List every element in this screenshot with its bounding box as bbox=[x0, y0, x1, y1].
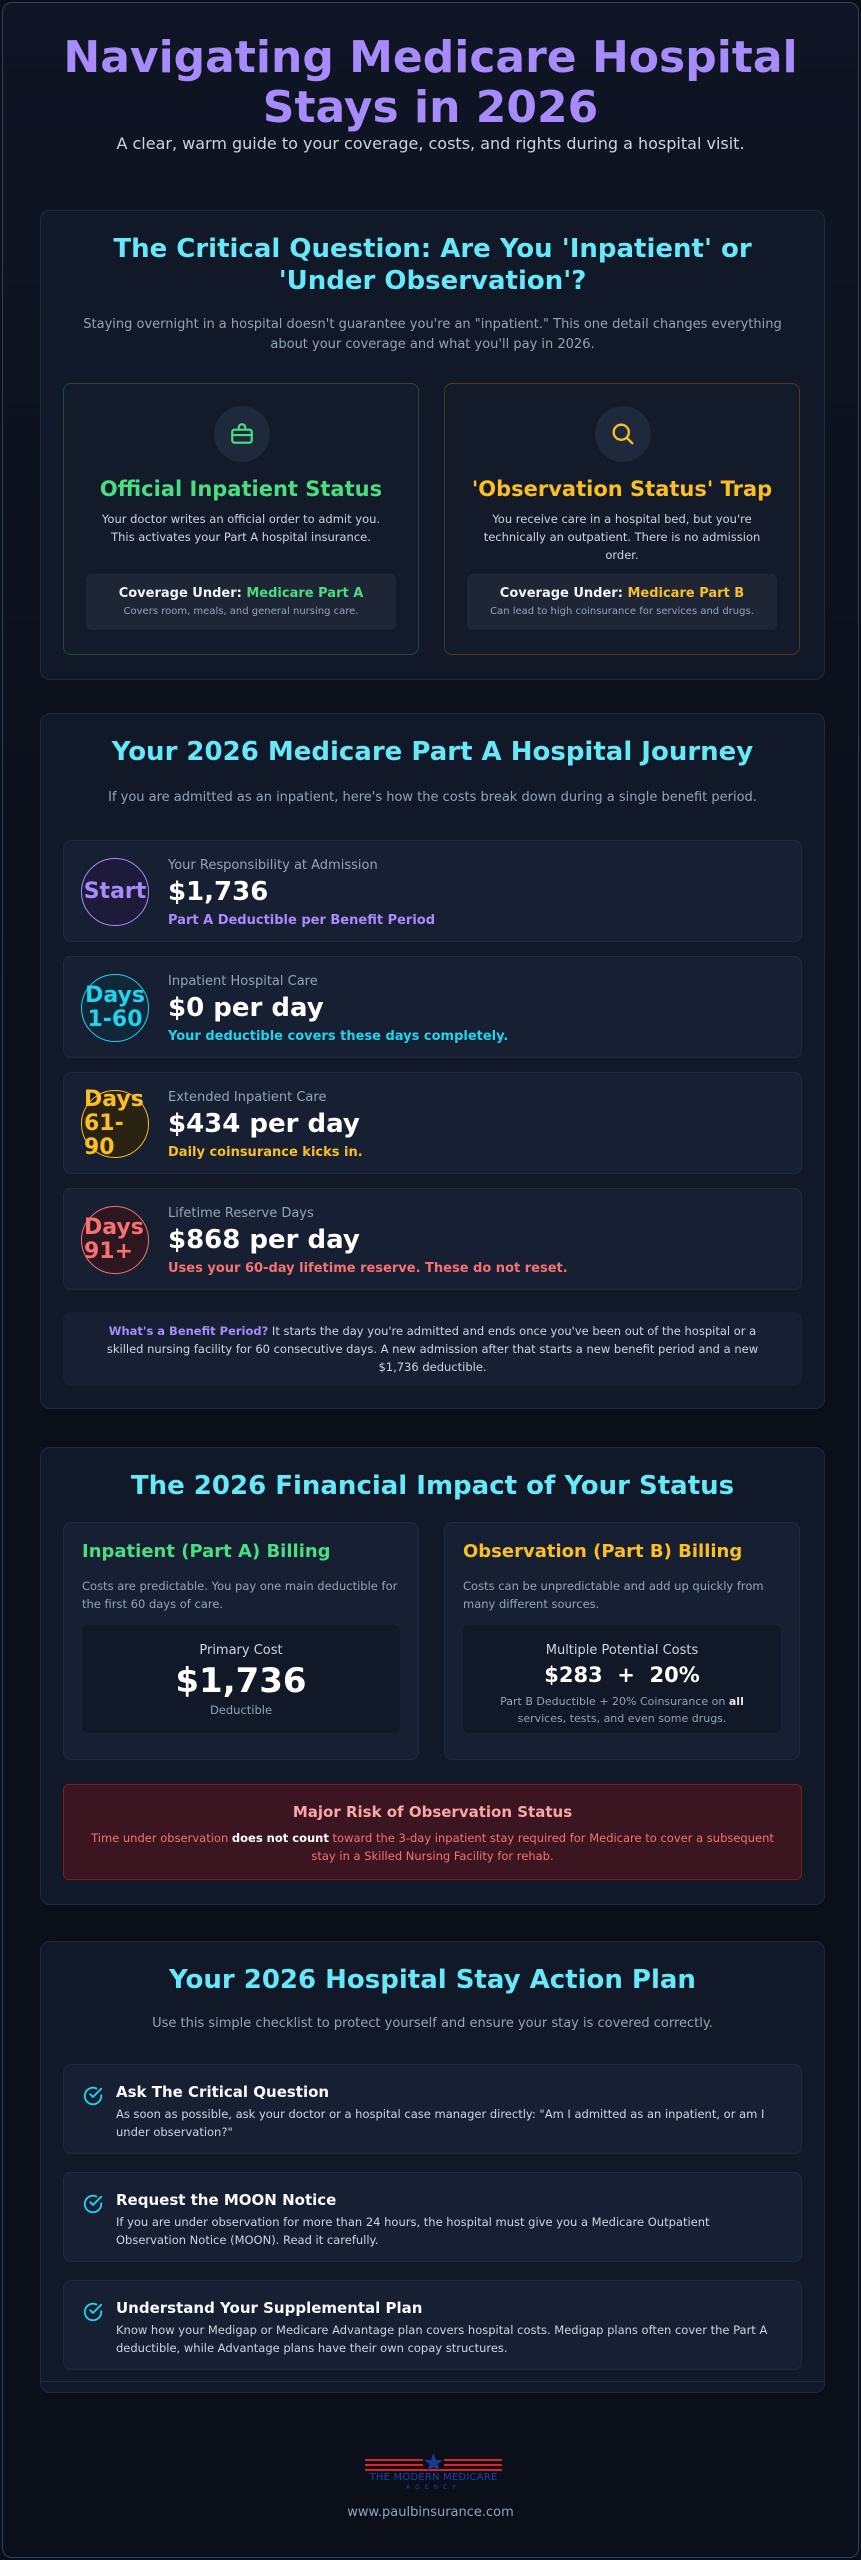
observation-status-desc: You receive care in a hospital bed, but … bbox=[483, 512, 761, 562]
observation-coverage-line: Coverage Under: Medicare Part B bbox=[467, 586, 777, 601]
check-circle-icon bbox=[83, 2194, 103, 2214]
risk-text: Time under observation does not count to… bbox=[91, 1831, 774, 1863]
action-plan-subtitle: Use this simple checklist to protect you… bbox=[152, 2016, 713, 2031]
benefit-period-text: It starts the day you're admitted and en… bbox=[106, 1324, 759, 1374]
step-badge: Days 91+ bbox=[81, 1206, 149, 1274]
step-badge: Days 1-60 bbox=[81, 974, 149, 1042]
coverage-prefix: Coverage Under: bbox=[118, 586, 247, 601]
step-badge: Start bbox=[81, 858, 149, 926]
step-value: $434 per day bbox=[168, 1109, 360, 1139]
coverage-part: Medicare Part A bbox=[246, 586, 364, 601]
step-label: Inpatient Hospital Care bbox=[168, 974, 318, 989]
inpatient-billing-card: Inpatient (Part A) Billing Costs are pre… bbox=[63, 1522, 419, 1760]
critical-question-subtitle: Staying overnight in a hospital doesn't … bbox=[83, 317, 782, 352]
observation-billing-title: Observation (Part B) Billing bbox=[463, 1541, 743, 1562]
check-circle-icon bbox=[83, 2302, 103, 2322]
observation-coverage-box: Coverage Under: Medicare Part B Can lead… bbox=[467, 574, 777, 630]
critical-question-section: The Critical Question: Are You 'Inpatien… bbox=[40, 210, 825, 680]
step-value: $868 per day bbox=[168, 1225, 360, 1255]
step-badge: Days 61-90 bbox=[81, 1088, 149, 1160]
journey-step-start: Start Your Responsibility at Admission $… bbox=[63, 840, 802, 942]
financial-title: The 2026 Financial Impact of Your Status bbox=[130, 1471, 735, 1501]
benefit-period-question: What's a Benefit Period? bbox=[108, 1324, 269, 1338]
logo-subtext: AGENCY bbox=[406, 2484, 461, 2491]
multiple-cost-note: Part B Deductible + 20% Coinsurance on a… bbox=[500, 1695, 744, 1725]
journey-title: Your 2026 Medicare Part A Hospital Journ… bbox=[111, 737, 754, 767]
observation-status-card: 'Observation Status' Trap You receive ca… bbox=[444, 383, 800, 655]
observation-status-title: 'Observation Status' Trap bbox=[471, 477, 773, 501]
financial-section: The 2026 Financial Impact of Your Status… bbox=[40, 1447, 825, 1905]
checklist-title: Request the MOON Notice bbox=[116, 2191, 337, 2209]
footer-divider bbox=[40, 2381, 825, 2382]
journey-step-days-91-plus: Days 91+ Lifetime Reserve Days $868 per … bbox=[63, 1188, 802, 1290]
critical-question-title: The Critical Question: Are You 'Inpatien… bbox=[113, 234, 752, 296]
footer-url[interactable]: www.paulbinsurance.com bbox=[347, 2505, 514, 2520]
multiple-cost-amount: $283 + 20% bbox=[544, 1663, 700, 1687]
inpatient-status-card: Official Inpatient Status Your doctor wr… bbox=[63, 383, 419, 655]
inpatient-coverage-line: Coverage Under: Medicare Part A bbox=[86, 586, 396, 601]
action-plan-section: Your 2026 Hospital Stay Action Plan Use … bbox=[40, 1941, 825, 2393]
page-subtitle: A clear, warm guide to your coverage, co… bbox=[116, 134, 745, 153]
observation-billing-card: Observation (Part B) Billing Costs can b… bbox=[444, 1522, 800, 1760]
benefit-period-box: What's a Benefit Period? It starts the d… bbox=[63, 1312, 802, 1386]
checklist-title: Understand Your Supplemental Plan bbox=[116, 2299, 423, 2317]
coverage-part: Medicare Part B bbox=[627, 586, 745, 601]
observation-billing-desc: Costs can be unpredictable and add up qu… bbox=[463, 1579, 764, 1611]
logo-text: THE MODERN MEDICARE bbox=[369, 2472, 498, 2483]
checklist-text: Know how your Medigap or Medicare Advant… bbox=[116, 2323, 768, 2355]
step-note: Daily coinsurance kicks in. bbox=[168, 1145, 363, 1160]
step-value: $0 per day bbox=[168, 993, 324, 1023]
inpatient-coverage-box: Coverage Under: Medicare Part A Covers r… bbox=[86, 574, 396, 630]
inpatient-status-desc: Your doctor writes an official order to … bbox=[101, 512, 381, 544]
checklist-title: Ask The Critical Question bbox=[116, 2083, 330, 2101]
inpatient-billing-title: Inpatient (Part A) Billing bbox=[82, 1541, 331, 1562]
step-note: Uses your 60-day lifetime reserve. These… bbox=[168, 1261, 568, 1276]
checklist-text: If you are under observation for more th… bbox=[116, 2215, 710, 2247]
checklist-text: As soon as possible, ask your doctor or … bbox=[116, 2107, 765, 2139]
step-note: Part A Deductible per Benefit Period bbox=[168, 913, 436, 928]
observation-risk-box: Major Risk of Observation Status Time un… bbox=[63, 1784, 802, 1880]
inpatient-coverage-note: Covers room, meals, and general nursing … bbox=[123, 606, 359, 617]
check-circle-icon bbox=[83, 2086, 103, 2106]
inpatient-billing-desc: Costs are predictable. You pay one main … bbox=[82, 1579, 398, 1611]
checklist-item-supplemental: Understand Your Supplemental Plan Know h… bbox=[63, 2280, 802, 2370]
briefcase-icon bbox=[214, 406, 270, 462]
journey-section: Your 2026 Medicare Part A Hospital Journ… bbox=[40, 713, 825, 1409]
journey-step-days-1-60: Days 1-60 Inpatient Hospital Care $0 per… bbox=[63, 956, 802, 1058]
inpatient-status-title: Official Inpatient Status bbox=[99, 477, 383, 501]
inpatient-cost-box: Primary Cost $1,736 Deductible bbox=[82, 1625, 400, 1733]
cost-box-title: Primary Cost bbox=[199, 1643, 283, 1658]
search-icon bbox=[595, 406, 651, 462]
risk-title: Major Risk of Observation Status bbox=[292, 1803, 573, 1821]
agency-logo: THE MODERN MEDICARE AGENCY bbox=[361, 2451, 506, 2493]
checklist-item-moon: Request the MOON Notice If you are under… bbox=[63, 2172, 802, 2262]
observation-cost-box: Multiple Potential Costs $283 + 20% Part… bbox=[463, 1625, 781, 1733]
step-note: Your deductible covers these days comple… bbox=[168, 1029, 509, 1044]
coverage-prefix: Coverage Under: bbox=[499, 586, 628, 601]
step-value: $1,736 bbox=[168, 877, 269, 907]
primary-cost-note: Deductible bbox=[209, 1703, 273, 1717]
action-plan-title: Your 2026 Hospital Stay Action Plan bbox=[169, 1965, 696, 1995]
primary-cost-amount: $1,736 bbox=[175, 1661, 307, 1701]
step-label: Your Responsibility at Admission bbox=[168, 858, 378, 873]
journey-subtitle: If you are admitted as an inpatient, her… bbox=[108, 790, 757, 805]
step-label: Lifetime Reserve Days bbox=[168, 1206, 314, 1221]
checklist-item-ask: Ask The Critical Question As soon as pos… bbox=[63, 2064, 802, 2154]
journey-step-days-61-90: Days 61-90 Extended Inpatient Care $434 … bbox=[63, 1072, 802, 1174]
observation-coverage-note: Can lead to high coinsurance for service… bbox=[490, 606, 754, 617]
step-label: Extended Inpatient Care bbox=[168, 1090, 327, 1105]
cost-box-title: Multiple Potential Costs bbox=[545, 1643, 699, 1658]
page-title: Navigating Medicare Hospital Stays in 20… bbox=[63, 32, 798, 133]
